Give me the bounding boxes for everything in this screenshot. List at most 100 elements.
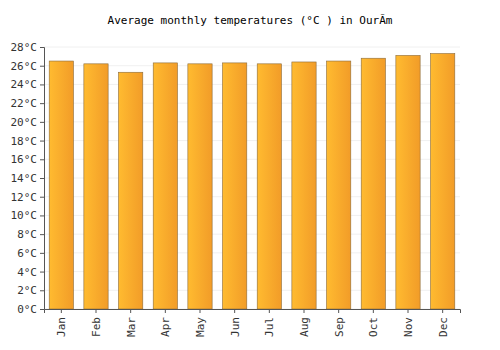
y-tick-label: 26°C [11,60,38,73]
x-tick-mark [373,309,374,313]
plot: 0°C 2°C 4°C 6°C 8°C 10°C 12°C 14°C 16°C 18°C 20°C 2… [11,41,461,337]
x-tick-mark [408,309,409,313]
bar [292,62,316,309]
y-tick-mark [40,253,44,254]
bar [84,64,108,309]
x-tick-mark [442,309,443,313]
y-tick-mark [40,122,44,123]
x-tick-mark [130,309,131,313]
y-tick-mark [40,103,44,104]
y-tick-label: 16°C [11,153,38,166]
y-tick-label: 0°C [17,303,37,316]
y-tick: 28°C [11,41,45,54]
x-tick: Jun [229,309,242,337]
x-tick-label: Mar [125,317,138,337]
x-tick: Dec [437,309,450,337]
x-tick-mark [200,309,201,313]
x-tick-mark [269,309,270,313]
x-tick-label: Feb [90,317,103,337]
bar [49,61,73,309]
bar [361,58,385,309]
x-tick: Sep [333,309,346,337]
y-tick-label: 12°C [11,191,38,204]
x-tick: Nov [402,309,415,337]
y-axis-line [40,48,45,310]
x-tick-mark [96,309,97,313]
x-tick: Mar [125,309,138,337]
y-tick-mark [40,178,44,179]
x-axis-line [45,310,461,314]
y-tick-label: 14°C [11,172,38,185]
x-tick-mark [165,309,166,313]
x-tick-label: May [194,317,207,337]
y-tick: 24°C [11,78,45,91]
x-tick: Jan [55,309,68,337]
x-tick-label: Dec [437,317,450,337]
y-tick-label: 18°C [11,135,38,148]
y-tick-mark [40,141,44,142]
y-tick-label: 24°C [11,78,38,91]
y-tick: 0°C [17,303,44,316]
x-tick: May [194,309,207,337]
title: Average monthly temperatures (°C ) in Ou… [108,14,393,27]
x-tick-mark [61,309,62,313]
x-tick-label: Nov [402,317,415,337]
grid [44,47,460,309]
y-tick-label: 4°C [17,266,37,279]
x-tick-label: Jun [229,317,242,337]
y-tick: 10°C [11,209,45,222]
y-tick-mark [40,159,44,160]
x-tick-label: Sep [333,317,346,337]
y-tick: 14°C [11,172,45,185]
y-tick-mark [40,272,44,273]
y-tick: 18°C [11,135,45,148]
x-tick-label: Jul [263,317,276,337]
y-tick-mark [40,290,44,291]
x-tick: Jul [263,309,276,337]
bar [396,55,420,309]
bar [327,61,351,309]
y-tick-label: 22°C [11,97,38,110]
x-tick: Aug [298,309,311,337]
bar [188,64,212,309]
x-tick-mark [338,309,339,313]
y-tick-label: 8°C [17,228,37,241]
y-tick-label: 10°C [11,209,38,222]
y-tick-mark [40,215,44,216]
y-tick: 12°C [11,191,45,204]
x-tick-mark [234,309,235,313]
y-tick: 6°C [17,247,44,260]
y-tick: 2°C [17,284,44,297]
y-tick: 20°C [11,116,45,129]
y-tick-mark [40,84,44,85]
x-tick-label: Jan [55,317,68,337]
bars [49,54,455,309]
bar [119,72,143,309]
x-tick-label: Apr [159,317,172,337]
y-tick: 4°C [17,266,44,279]
y-tick: 26°C [11,60,45,73]
y-tick-label: 6°C [17,247,37,260]
y-tick-mark [40,234,44,235]
bar [257,64,281,309]
x-tick: Oct [367,309,380,337]
bar [223,63,247,309]
y-tick-label: 28°C [11,41,38,54]
x-tick-label: Oct [367,317,380,337]
y-tick: 22°C [11,97,45,110]
y-tick-mark [40,47,44,48]
y-tick-label: 20°C [11,116,38,129]
x-tick: Feb [90,309,103,337]
x-tick-label: Aug [298,317,311,337]
y-tick: 8°C [17,228,44,241]
x-tick: Apr [159,309,172,337]
grid-line [44,47,460,48]
y-tick: 16°C [11,153,45,166]
y-axis: 0°C 2°C 4°C 6°C 8°C 10°C 12°C 14°C 16°C 18°C 20°C 2… [11,41,45,316]
y-tick-label: 2°C [17,284,37,297]
x-tick-mark [304,309,305,313]
y-tick-mark [40,66,44,67]
y-tick-mark [40,197,44,198]
chart: 0°C 2°C 4°C 6°C 8°C 10°C 12°C 14°C 16°C 18°C 20°C 2… [0,0,500,350]
x-axis: Jan Feb Mar Apr May Jun Jul Aug Sep Oct Nov Dec [45,309,461,337]
